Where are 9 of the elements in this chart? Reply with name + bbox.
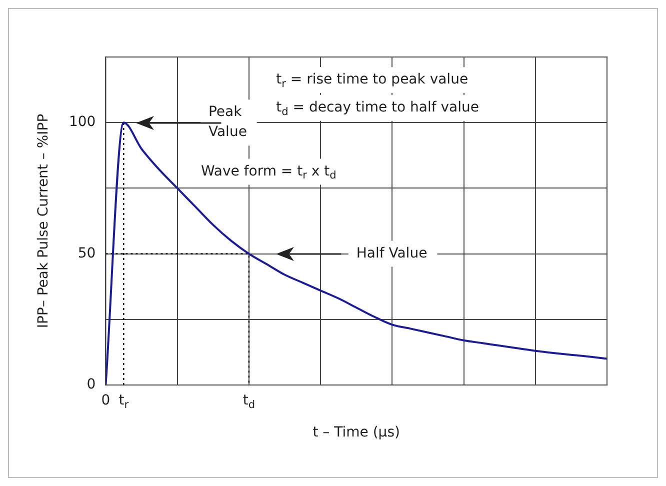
x-axis-title: t – Time (µs)	[312, 424, 400, 441]
x-tick-label: 0	[101, 392, 110, 409]
y-tick-label: 0	[86, 376, 96, 393]
annotation: Peak Value	[208, 104, 247, 140]
y-tick-label: 100	[68, 114, 96, 130]
y-tick-label: 50	[78, 245, 96, 262]
y-axis-title: IPP– Peak Pulse Current – %IPP	[35, 114, 52, 328]
annotation: Half Value	[356, 245, 428, 262]
line-series	[106, 122, 607, 385]
